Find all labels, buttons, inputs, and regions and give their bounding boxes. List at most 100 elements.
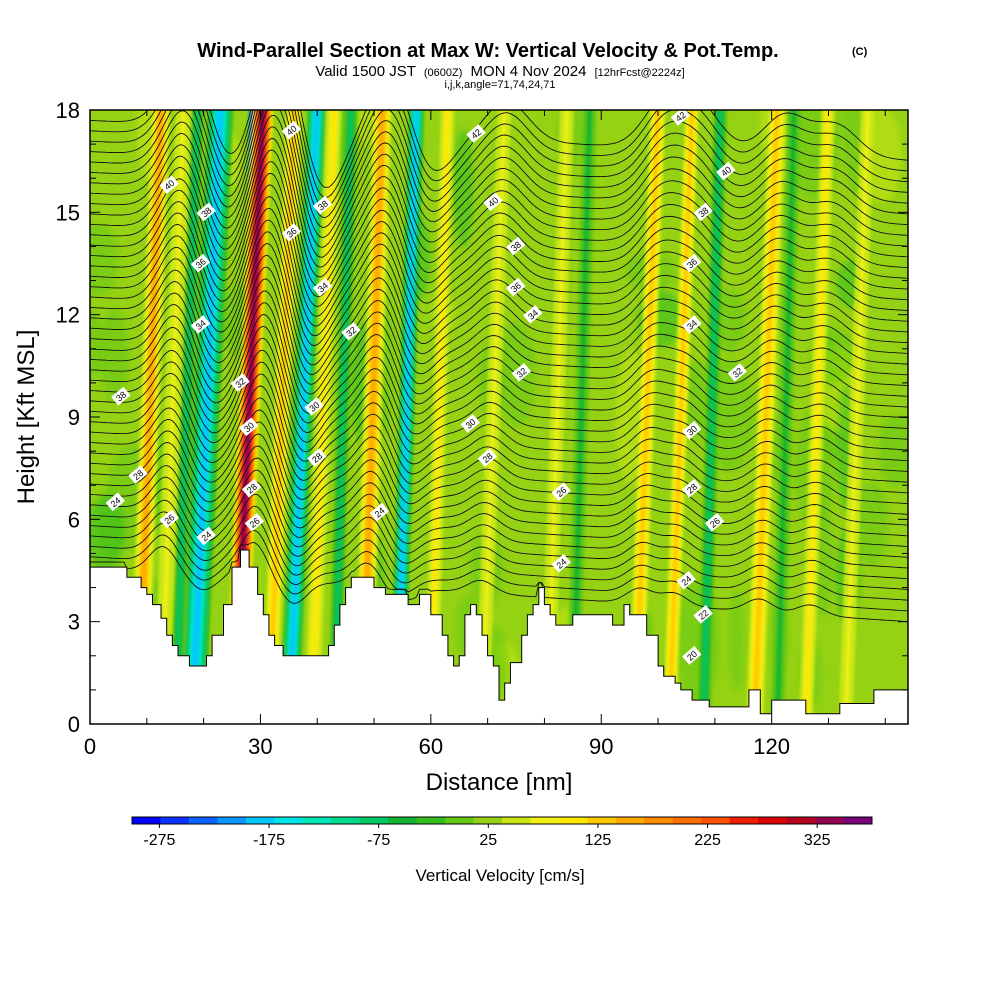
contour-label-bg	[682, 478, 702, 498]
contour-label-bg	[477, 448, 497, 467]
contour-label-text: 30	[464, 417, 478, 431]
colorbar-swatch	[388, 817, 418, 824]
colorbar-swatch	[530, 817, 560, 824]
contour-label: 42	[466, 124, 486, 143]
contour-label: 28	[241, 478, 262, 498]
colorbar-tick-label: 125	[585, 832, 612, 849]
colorbar-title: Vertical Velocity [cm/s]	[415, 866, 584, 885]
velocity-field	[90, 110, 908, 724]
contour-label-text: 26	[162, 512, 176, 526]
contour-label: 26	[159, 509, 179, 529]
theta-contour-line	[90, 385, 908, 483]
colorbar-swatch	[502, 817, 531, 824]
x-tick-label: 120	[753, 734, 790, 759]
updraft-band	[752, 110, 780, 724]
contour-label-bg	[727, 362, 747, 382]
theta-contour-line	[90, 110, 908, 209]
x-tick-label: 0	[84, 734, 96, 759]
theta-contour-line	[90, 231, 908, 356]
y-axis-label: Height [Kft MSL]	[13, 330, 40, 505]
theta-contour-line	[90, 110, 908, 199]
theta-contour-line	[90, 161, 908, 298]
contour-label: 34	[312, 277, 333, 297]
chart-title: Wind-Parallel Section at Max W: Vertical…	[197, 40, 778, 62]
colorbar-swatch	[359, 817, 389, 824]
contour-label-text: 28	[685, 482, 699, 496]
theta-contour-line	[90, 481, 908, 569]
subtitle-valid: Valid 1500 JST	[315, 63, 415, 80]
colorbar-tick-label: 325	[804, 832, 831, 849]
theta-contour-line	[90, 243, 908, 366]
contour-label: 32	[727, 362, 747, 382]
updraft-band	[545, 110, 569, 724]
contour-label-text: 24	[554, 557, 568, 571]
colorbar-swatch	[217, 817, 247, 824]
downdraft-band	[571, 110, 592, 724]
colorbar-swatch	[132, 817, 161, 824]
theta-contour-line	[90, 421, 908, 515]
contour-label-text: 30	[685, 424, 699, 438]
updraft-band	[158, 110, 186, 724]
contour-label-text: 32	[731, 366, 745, 380]
theta-contour-line	[90, 493, 908, 580]
contour-label: 28	[307, 448, 327, 467]
x-axis: 0 30 60 90 120	[84, 110, 886, 759]
contour-label-text: 32	[233, 376, 247, 390]
theta-contours	[90, 110, 908, 623]
colorbar-swatch	[473, 817, 503, 824]
x-tick-label: 90	[589, 734, 613, 759]
theta-contour-line	[90, 110, 908, 228]
contour-label-bg	[196, 526, 216, 546]
theta-contour-line	[90, 373, 908, 472]
contour-label: 24	[369, 502, 390, 522]
contour-label-text: 40	[285, 123, 299, 137]
colorbar-swatch	[758, 817, 788, 824]
theta-contour-line	[90, 445, 908, 537]
contour-label-bg	[506, 277, 526, 297]
contour-label: 32	[230, 373, 250, 392]
contour-label-text: 28	[481, 451, 495, 465]
contour-label-text: 34	[316, 280, 330, 294]
contour-label: 38	[111, 386, 131, 406]
contour-label: 20	[682, 646, 702, 665]
contour-label: 40	[159, 175, 179, 194]
colorbar-swatch	[558, 817, 588, 824]
contour-label-text: 34	[526, 308, 540, 322]
contour-label: 34	[190, 315, 211, 334]
theta-contour-line	[90, 278, 908, 395]
x-tick-label: 60	[419, 734, 443, 759]
contour-label-text: 22	[696, 608, 710, 622]
chart-subtitle-indices: i,j,k,angle=71,74,24,71	[444, 79, 555, 91]
colorbar-swatch	[331, 817, 361, 824]
contour-label-text: 28	[245, 482, 259, 496]
contour-label-text: 26	[248, 516, 262, 530]
contour-label-bg	[682, 420, 702, 440]
contour-label: 36	[682, 253, 702, 273]
contour-label-bg	[230, 373, 250, 392]
contour-label-bg	[312, 195, 333, 215]
contour-label: 30	[239, 417, 259, 437]
contour-label-text: 36	[509, 280, 523, 294]
downdraft-band	[332, 110, 353, 724]
terrain-mask	[90, 549, 908, 724]
y-tick-label: 12	[56, 303, 80, 328]
contour-label-bg	[460, 414, 480, 433]
contour-label-text: 24	[373, 505, 387, 519]
contour-label-bg	[682, 315, 702, 334]
contour-label: 36	[281, 223, 302, 242]
theta-contour-line	[90, 126, 908, 268]
updraft-band	[803, 110, 831, 724]
y-tick-label: 3	[68, 610, 80, 635]
contour-label: 30	[460, 414, 480, 433]
colorbar-swatch	[160, 817, 190, 824]
colorbar-swatch	[786, 817, 816, 824]
downdraft-band	[775, 110, 797, 724]
contour-label-bg	[682, 646, 702, 665]
colorbar-tick-label: 225	[694, 832, 721, 849]
contour-label-text: 24	[199, 529, 213, 543]
terrain	[90, 549, 908, 724]
contour-label-text: 36	[685, 256, 699, 270]
colorbar-tick-label: -175	[253, 832, 285, 849]
theta-contour-line	[90, 290, 908, 405]
